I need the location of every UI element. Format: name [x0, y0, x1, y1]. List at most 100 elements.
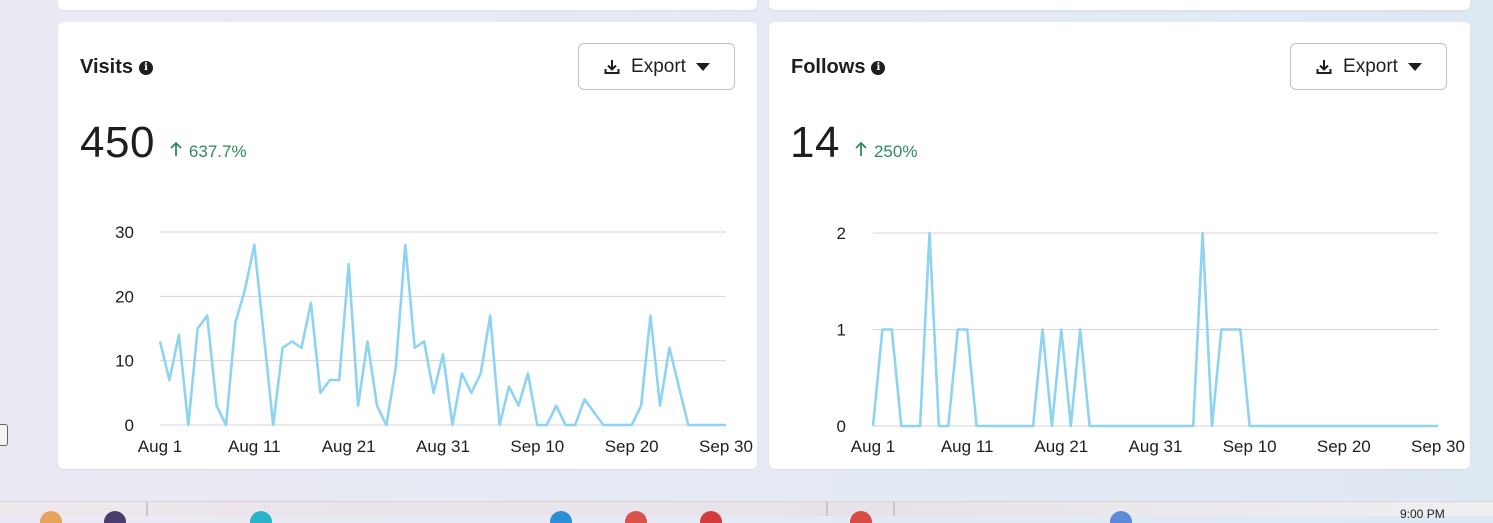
data-point[interactable]	[1331, 423, 1337, 429]
data-point[interactable]	[223, 422, 229, 428]
data-point[interactable]	[214, 403, 220, 409]
data-point[interactable]	[648, 313, 654, 319]
data-point[interactable]	[1266, 423, 1272, 429]
data-point[interactable]	[261, 332, 267, 338]
data-point[interactable]	[945, 423, 951, 429]
data-point[interactable]	[1284, 423, 1290, 429]
data-point[interactable]	[270, 422, 276, 428]
data-point[interactable]	[1087, 423, 1093, 429]
data-point[interactable]	[374, 403, 380, 409]
taskbar-app-icon[interactable]	[550, 511, 572, 523]
data-point[interactable]	[1143, 423, 1149, 429]
data-point[interactable]	[468, 390, 474, 396]
data-point[interactable]	[242, 287, 248, 293]
data-point[interactable]	[166, 377, 172, 383]
taskbar-app-icon[interactable]	[850, 511, 872, 523]
data-point[interactable]	[983, 423, 989, 429]
data-point[interactable]	[572, 422, 578, 428]
data-point[interactable]	[317, 390, 323, 396]
data-point[interactable]	[440, 351, 446, 357]
data-point[interactable]	[497, 422, 503, 428]
data-point[interactable]	[365, 338, 371, 344]
data-point[interactable]	[534, 422, 540, 428]
data-point[interactable]	[1388, 423, 1394, 429]
data-point[interactable]	[280, 345, 286, 351]
collapse-handle[interactable]	[0, 424, 8, 446]
data-point[interactable]	[525, 371, 531, 377]
data-point[interactable]	[582, 396, 588, 402]
data-point[interactable]	[1058, 327, 1064, 333]
data-point[interactable]	[1171, 423, 1177, 429]
taskbar-app-icon[interactable]	[1110, 511, 1132, 523]
data-point[interactable]	[591, 409, 597, 415]
data-point[interactable]	[185, 422, 191, 428]
data-point[interactable]	[974, 423, 980, 429]
taskbar-app-icon[interactable]	[625, 511, 647, 523]
data-point[interactable]	[355, 403, 361, 409]
data-point[interactable]	[695, 422, 701, 428]
data-point[interactable]	[1162, 423, 1168, 429]
data-point[interactable]	[1011, 423, 1017, 429]
data-point[interactable]	[1237, 327, 1243, 333]
data-point[interactable]	[917, 423, 923, 429]
taskbar-app-icon[interactable]	[700, 511, 722, 523]
data-point[interactable]	[685, 422, 691, 428]
data-point[interactable]	[431, 390, 437, 396]
data-point[interactable]	[176, 332, 182, 338]
data-point[interactable]	[1322, 423, 1328, 429]
taskbar-app-icon[interactable]	[104, 511, 126, 523]
data-point[interactable]	[327, 377, 333, 383]
data-point[interactable]	[1105, 423, 1111, 429]
data-point[interactable]	[676, 383, 682, 389]
data-point[interactable]	[723, 422, 729, 428]
data-point[interactable]	[1077, 327, 1083, 333]
data-point[interactable]	[1209, 423, 1215, 429]
data-point[interactable]	[1313, 423, 1319, 429]
data-point[interactable]	[449, 422, 455, 428]
data-point[interactable]	[553, 403, 559, 409]
data-point[interactable]	[1181, 423, 1187, 429]
data-point[interactable]	[195, 326, 201, 332]
data-point[interactable]	[927, 230, 933, 236]
data-point[interactable]	[157, 338, 163, 344]
data-point[interactable]	[1228, 327, 1234, 333]
data-point[interactable]	[478, 371, 484, 377]
data-point[interactable]	[1068, 423, 1074, 429]
data-point[interactable]	[657, 403, 663, 409]
data-point[interactable]	[563, 422, 569, 428]
data-point[interactable]	[1190, 423, 1196, 429]
data-point[interactable]	[1275, 423, 1281, 429]
data-point[interactable]	[1294, 423, 1300, 429]
data-point[interactable]	[204, 313, 210, 319]
data-point[interactable]	[383, 422, 389, 428]
data-point[interactable]	[402, 242, 408, 248]
data-point[interactable]	[459, 371, 465, 377]
data-point[interactable]	[898, 423, 904, 429]
data-point[interactable]	[308, 300, 314, 306]
data-point[interactable]	[1040, 327, 1046, 333]
data-point[interactable]	[964, 327, 970, 333]
data-point[interactable]	[346, 261, 352, 267]
data-point[interactable]	[1002, 423, 1008, 429]
data-point[interactable]	[336, 377, 342, 383]
data-point[interactable]	[421, 338, 427, 344]
data-point[interactable]	[1049, 423, 1055, 429]
data-point[interactable]	[619, 422, 625, 428]
data-point[interactable]	[1124, 423, 1130, 429]
data-point[interactable]	[1256, 423, 1262, 429]
data-point[interactable]	[1115, 423, 1121, 429]
data-point[interactable]	[1397, 423, 1403, 429]
data-point[interactable]	[1303, 423, 1309, 429]
data-point[interactable]	[544, 422, 550, 428]
data-point[interactable]	[610, 422, 616, 428]
data-point[interactable]	[908, 423, 914, 429]
data-point[interactable]	[955, 327, 961, 333]
data-point[interactable]	[1360, 423, 1366, 429]
data-point[interactable]	[1350, 423, 1356, 429]
data-point[interactable]	[1369, 423, 1375, 429]
info-icon[interactable]: i	[871, 60, 886, 75]
data-point[interactable]	[638, 403, 644, 409]
data-point[interactable]	[1134, 423, 1140, 429]
data-point[interactable]	[1435, 423, 1441, 429]
data-point[interactable]	[1379, 423, 1385, 429]
